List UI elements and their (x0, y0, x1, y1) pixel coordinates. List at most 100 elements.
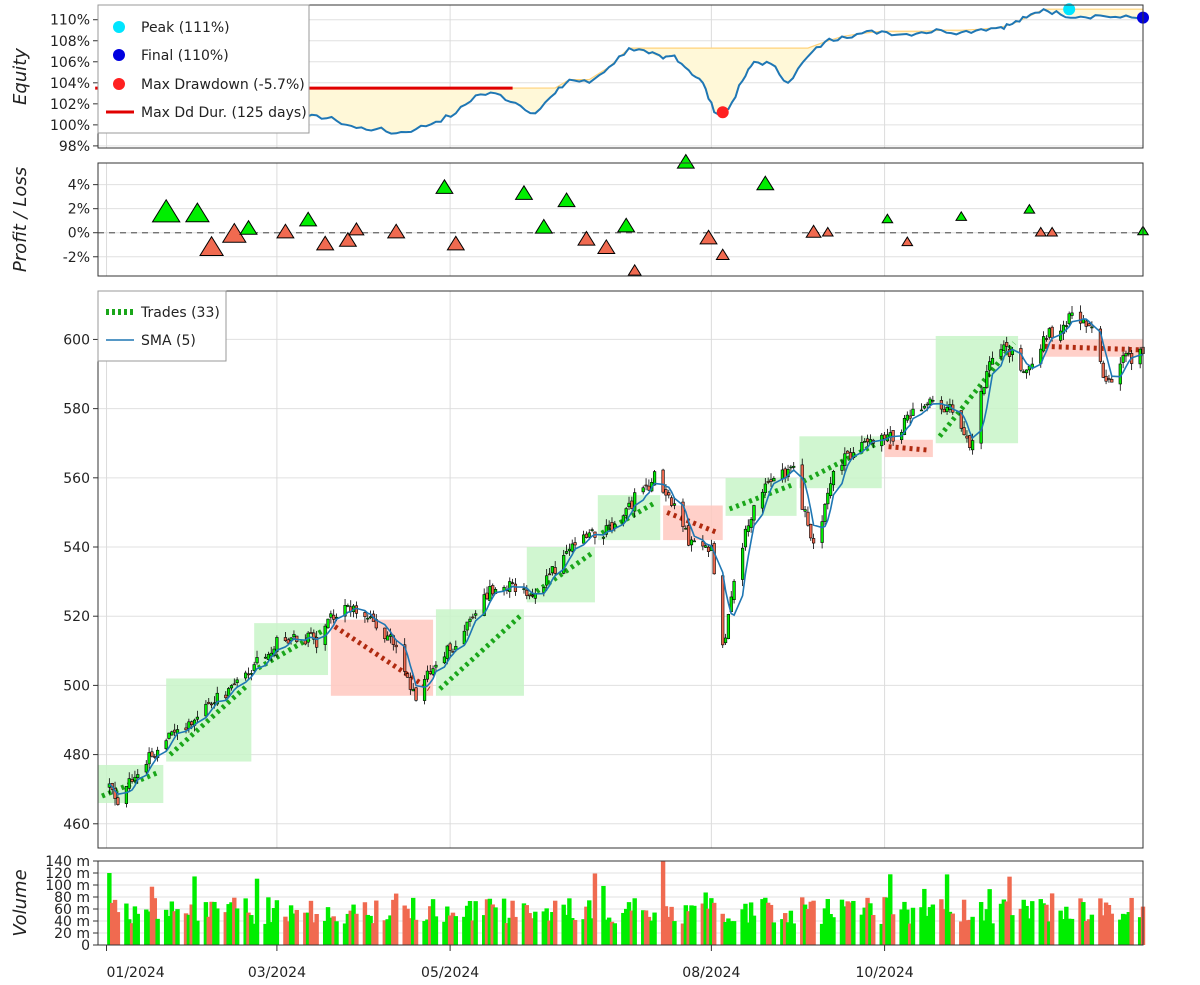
volume-bar-211 (944, 874, 950, 945)
volume-bar-145 (683, 905, 689, 945)
volume-bar-258 (1129, 897, 1134, 945)
candle-body-144 (681, 501, 685, 527)
volume-bar-200 (902, 901, 907, 945)
volume-bar-10 (146, 911, 152, 945)
legend-max-drawdown-swatch (113, 78, 125, 90)
candle-body-162 (749, 519, 753, 528)
volume-bar-185 (842, 906, 848, 945)
candle-body-51 (309, 632, 313, 634)
candle-body-208 (931, 399, 935, 402)
candle-body-195 (882, 434, 887, 440)
candle-body-238 (1050, 326, 1054, 339)
candle-body-78 (414, 687, 418, 701)
candle-body-143 (672, 503, 677, 506)
volume-bar-146 (686, 911, 691, 945)
x-tick-label-1: 03/2024 (248, 965, 306, 981)
volume-bar-2 (112, 899, 118, 945)
volume-bar-238 (1049, 893, 1055, 945)
candle-body-77 (411, 689, 415, 692)
candle-body-155 (723, 637, 728, 644)
volume-bar-4 (124, 903, 129, 945)
candle-body-131 (627, 502, 631, 508)
candle-body-215 (962, 427, 966, 436)
legend-trades-label: Trades (33) (140, 305, 220, 321)
price-ytick-label-0: 460 (63, 817, 90, 833)
candle-body-121 (587, 532, 591, 538)
candle-body-29 (224, 694, 228, 699)
equity-axis-label: Equity (10, 48, 31, 105)
candle-body-182 (829, 483, 833, 496)
candle-body-181 (826, 492, 830, 505)
volume-bar-206 (924, 915, 930, 945)
trade-box-12 (1040, 339, 1143, 357)
candle-body-80 (425, 670, 430, 680)
candle-body-140 (664, 489, 668, 496)
trade-pl-marker-5 (276, 223, 295, 239)
volume-bar-178 (811, 900, 816, 945)
volume-bar-237 (1047, 921, 1052, 945)
candle-body-244 (1078, 311, 1083, 324)
volume-bar-22 (192, 876, 197, 945)
candle-body-253 (1110, 379, 1114, 383)
candle-body-211 (945, 407, 949, 412)
candle-body-132 (630, 500, 634, 509)
volume-bar-20 (186, 914, 192, 945)
candle-body-249 (1098, 328, 1103, 362)
volume-bar-36 (249, 915, 254, 945)
candle-body-10 (147, 752, 151, 765)
volume-bar-6 (129, 923, 135, 945)
volume-bar-134 (641, 910, 646, 945)
peak-marker (1063, 3, 1076, 16)
volume-axis-label: Volume (10, 869, 31, 936)
candle-body-65 (366, 617, 370, 620)
price-ytick-label-7: 600 (63, 332, 90, 348)
candle-body-222 (988, 361, 992, 371)
volume-bar-214 (959, 921, 964, 945)
trade-pl-marker-8 (338, 231, 358, 247)
candle-body-12 (153, 756, 157, 758)
volume-bar-63 (354, 913, 359, 945)
trade-pl-marker-27 (901, 236, 914, 247)
trade-pl-marker-26 (881, 213, 894, 224)
candle-body-126 (607, 524, 611, 527)
equity-legend: Peak (111%) Final (110%) Max Drawdown (-5.… (97, 4, 310, 134)
trade-pl-marker-0 (151, 198, 181, 223)
trade-pl-marker-15 (557, 192, 576, 208)
candle-body-223 (990, 357, 995, 365)
volume-bar-241 (1064, 906, 1069, 945)
volume-bar-130 (623, 908, 629, 945)
volume-bar-87 (450, 912, 456, 945)
volume-bar-94 (481, 915, 487, 945)
volume-ytick-label-4: 80 m (54, 890, 90, 906)
volume-bar-119 (581, 919, 586, 945)
candle-body-17 (173, 729, 177, 733)
volume-bar-175 (802, 904, 808, 945)
volume-bar-44 (283, 916, 288, 945)
volume-ytick-label-2: 40 m (54, 914, 90, 930)
price-ytick-label-3: 520 (63, 609, 90, 625)
candle-body-70 (386, 635, 390, 641)
equity-ytick-label-0: 98% (59, 139, 90, 155)
pl-ytick-label-0: -2% (63, 250, 90, 266)
trade-pl-marker-12 (446, 235, 466, 251)
volume-bar-232 (1027, 918, 1032, 945)
candle-body-241 (1064, 325, 1068, 327)
trade-pl-marker-24 (805, 224, 822, 238)
volume-bar-203 (910, 907, 916, 945)
trade-line-7 (666, 510, 720, 536)
candle-body-206 (925, 403, 929, 406)
trade-line-3 (333, 624, 431, 691)
volume-bar-171 (785, 922, 791, 945)
volume-bar-226 (1004, 901, 1009, 945)
equity-curve (109, 8, 1144, 135)
volume-bar-229 (1018, 908, 1024, 945)
volume-bar-249 (1098, 898, 1103, 945)
volume-bar-120 (584, 906, 589, 945)
volume-bar-71 (388, 915, 393, 945)
volume-bar-210 (942, 909, 947, 945)
volume-bar-199 (899, 909, 904, 945)
volume-bar-257 (1126, 912, 1132, 945)
trade-pl-marker-9 (348, 221, 365, 236)
candle-body-180 (823, 503, 827, 522)
candle-body-108 (533, 593, 537, 599)
